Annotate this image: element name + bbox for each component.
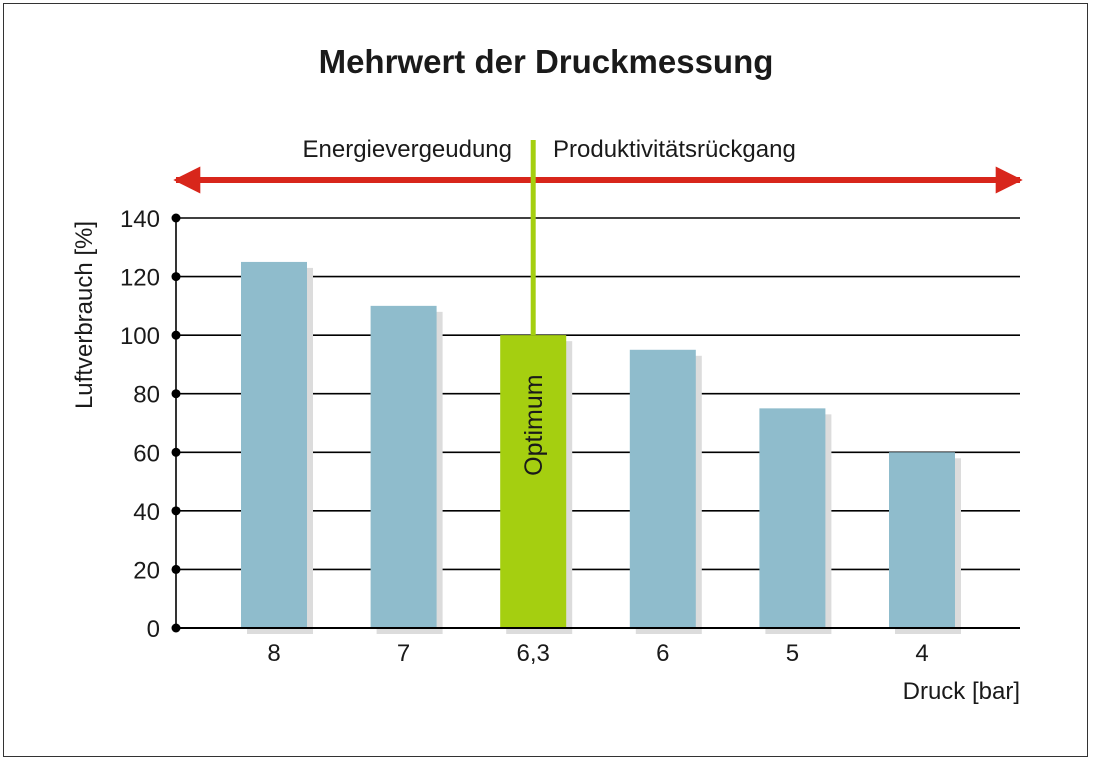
x-tick-label-5: 5 [786, 640, 799, 667]
y-tick-label-120: 120 [120, 265, 160, 292]
y-tick-label-100: 100 [120, 323, 160, 350]
y-tick-label-80: 80 [133, 382, 160, 409]
bar-6,3 [500, 335, 567, 628]
chart-title: Mehrwert der Druckmessung [319, 43, 774, 80]
bar-7 [370, 305, 437, 628]
y-tick-label-60: 60 [133, 440, 160, 467]
y-tick-label-40: 40 [133, 499, 160, 526]
bar-4 [889, 452, 955, 628]
x-tick-label-6,3: 6,3 [517, 640, 550, 667]
bar-5 [759, 408, 826, 628]
optimum-label: Optimum [520, 374, 548, 475]
bar-6 [629, 349, 696, 628]
y-axis-label: Luftverbrauch [%] [71, 221, 98, 409]
region-label-energievergeudung: Energievergeudung [303, 136, 513, 163]
y-tick-label-20: 20 [133, 557, 160, 584]
x-axis-label: Druck [bar] [903, 678, 1020, 705]
region-label-produktivitaetsrueckgang: Produktivitätsrückgang [553, 136, 796, 163]
bar-8 [241, 261, 307, 628]
y-tick-label-140: 140 [120, 206, 160, 233]
x-tick-label-6: 6 [656, 640, 669, 667]
x-tick-label-8: 8 [267, 640, 280, 667]
y-tick-label-0: 0 [147, 616, 160, 643]
x-tick-label-7: 7 [397, 640, 410, 667]
x-tick-label-4: 4 [915, 640, 928, 667]
